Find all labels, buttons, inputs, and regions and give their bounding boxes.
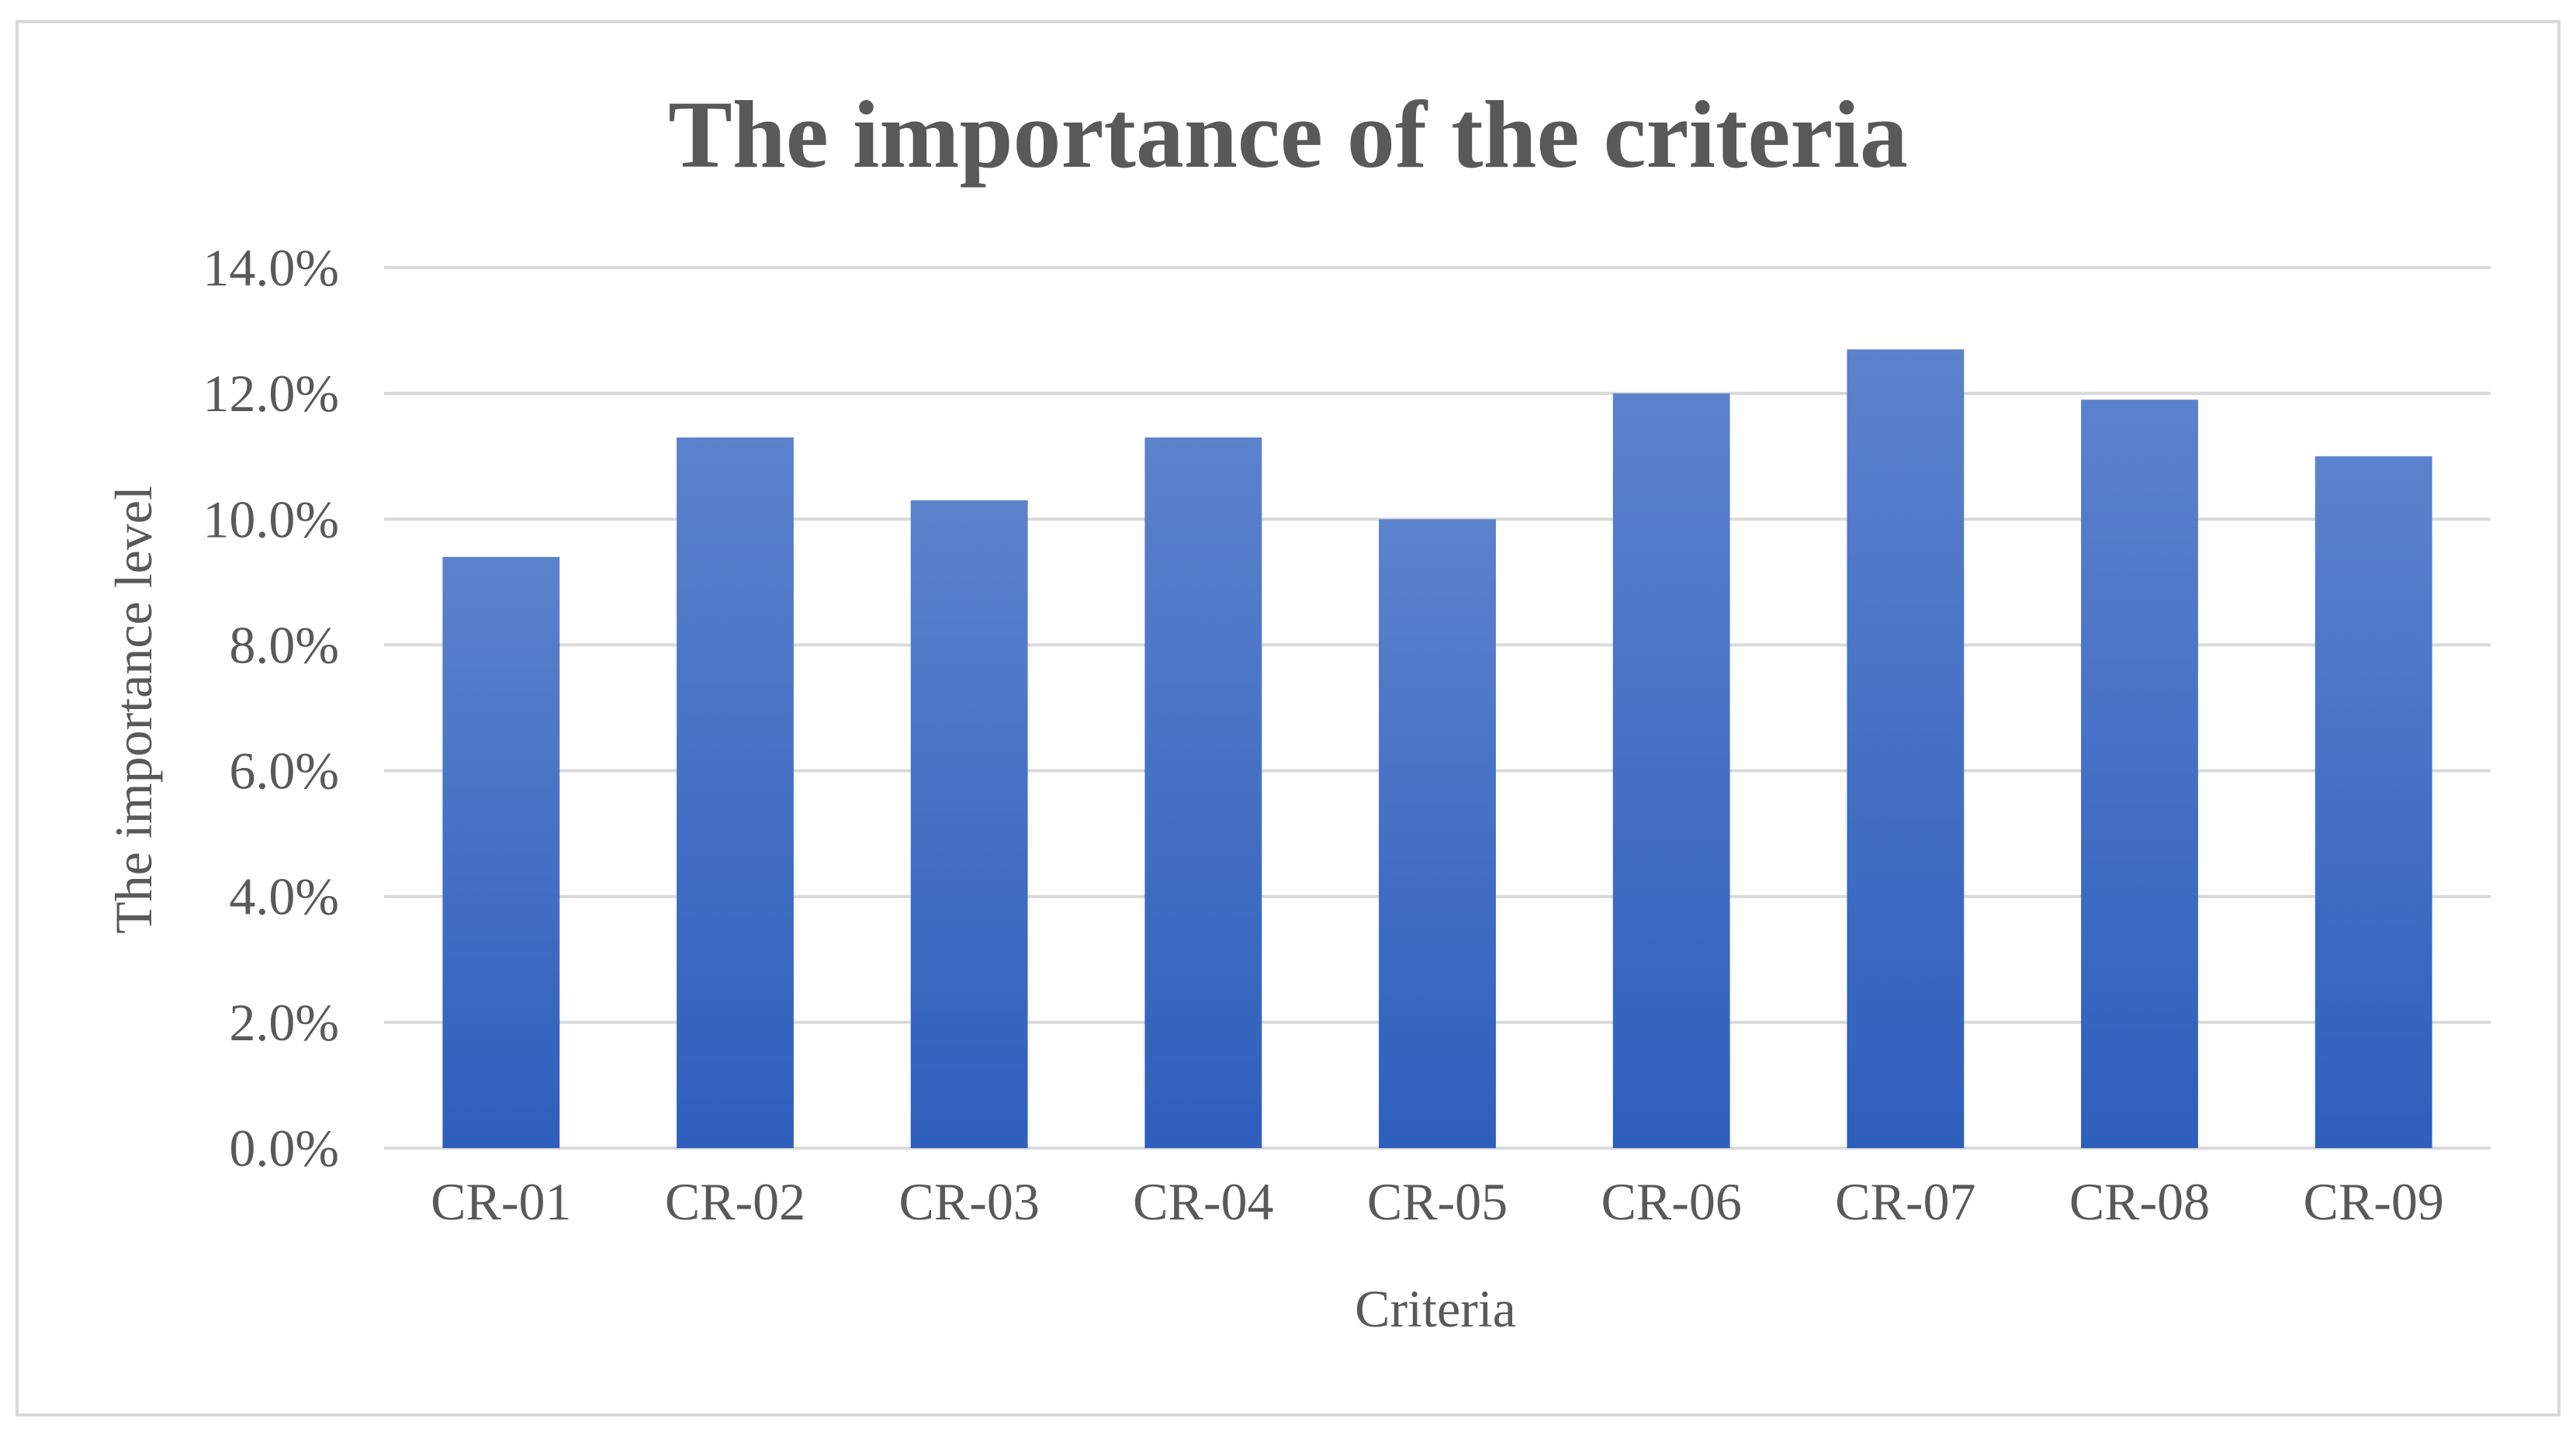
x-tick-label: CR-06 (1601, 1172, 1741, 1231)
y-tick-label: 4.0% (229, 867, 339, 926)
x-tick-label: CR-07 (1835, 1172, 1975, 1231)
bar-cr-04 (1144, 437, 1262, 1148)
x-tick-label: CR-05 (1367, 1172, 1508, 1231)
bar-cr-06 (1612, 393, 1730, 1149)
x-axis-ticks: CR-01 CR-02 CR-03 CR-04 CR-05 CR-06 CR-07 CR-08… (431, 1172, 2444, 1231)
y-tick-label: 0.0% (229, 1119, 339, 1178)
bar-cr-03 (910, 500, 1028, 1148)
y-tick-label: 8.0% (229, 615, 339, 674)
bar-cr-09 (2315, 456, 2432, 1148)
y-tick-label: 12.0% (203, 364, 339, 423)
y-tick-label: 14.0% (203, 238, 339, 297)
bar-cr-07 (1847, 349, 1965, 1149)
x-tick-label: CR-02 (665, 1172, 805, 1231)
y-axis-title: The importance level (104, 486, 163, 934)
y-tick-label: 6.0% (229, 742, 339, 801)
chart-title: The importance of the criteria (668, 81, 1908, 188)
x-axis-title: Criteria (1355, 1279, 1516, 1338)
x-tick-label: CR-03 (898, 1172, 1039, 1231)
bar-cr-05 (1379, 519, 1496, 1148)
bar-cr-01 (442, 556, 560, 1148)
y-axis-ticks: 0.0% 2.0% 4.0% 6.0% 8.0% 10.0% 12.0% 14.0% (203, 238, 339, 1178)
x-tick-label: CR-09 (2303, 1172, 2443, 1231)
bar-cr-08 (2081, 400, 2198, 1148)
x-tick-label: CR-08 (2069, 1172, 2210, 1231)
y-tick-label: 2.0% (229, 993, 339, 1052)
bar-cr-02 (677, 437, 794, 1148)
bars (442, 349, 2432, 1149)
x-tick-label: CR-04 (1133, 1172, 1273, 1231)
y-tick-label: 10.0% (203, 489, 339, 548)
x-tick-label: CR-01 (431, 1172, 571, 1231)
